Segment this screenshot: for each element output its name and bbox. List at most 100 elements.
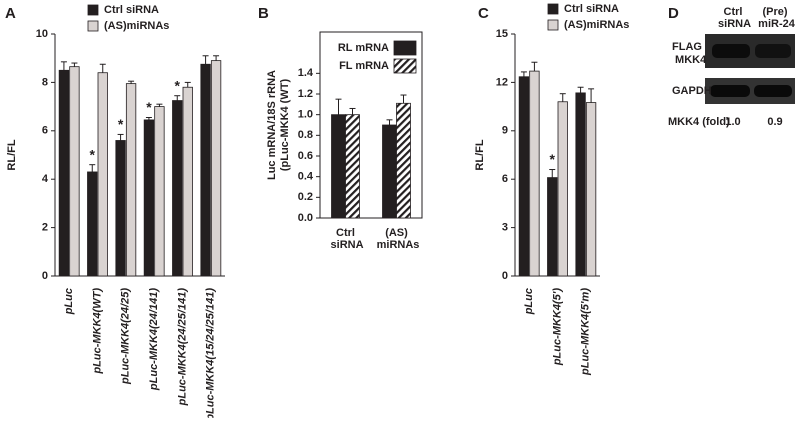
bar (182, 86, 193, 277)
bar (575, 92, 586, 277)
y-tick-label: 0 (502, 270, 508, 282)
bar (557, 101, 568, 277)
row-label: FLAG MKK4 (672, 41, 707, 66)
y-tick-label: 4 (42, 173, 49, 185)
legend-label: (AS)miRNAs (564, 19, 629, 31)
error-bar (335, 98, 342, 115)
y-tick-label: 12 (496, 76, 508, 88)
legend-swatch (547, 19, 559, 31)
bar (58, 69, 70, 277)
legend-label: FL mRNA (339, 60, 389, 72)
bar (396, 102, 411, 219)
bar (125, 83, 137, 277)
y-tick-label: 0.0 (298, 212, 313, 224)
error-bar (184, 81, 191, 88)
bar (210, 60, 222, 277)
bar (97, 72, 108, 277)
significance-marker: * (146, 99, 152, 115)
error-bar (559, 93, 566, 102)
y-tick-label: 9 (502, 125, 508, 137)
x-tick-label: pLuc-MKK4(24/25/141) (176, 288, 188, 407)
error-bar (99, 63, 106, 73)
y-axis-label: (pLuc-MKK4 (WT) (279, 79, 291, 172)
error-bar (213, 55, 220, 61)
legend-label: Ctrl siRNA (104, 4, 159, 16)
x-tick-label: pLuc (63, 288, 75, 315)
blot-band (754, 85, 792, 97)
legend-swatch (87, 4, 99, 16)
error-bar (174, 95, 181, 101)
bar (200, 63, 211, 277)
bar (172, 100, 183, 277)
error-bar (60, 61, 67, 71)
legend-label: (AS)miRNAs (104, 20, 169, 32)
lane-label: (Pre) miR-24 (755, 6, 796, 30)
significance-marker: * (90, 146, 96, 162)
y-tick-label: 2 (42, 222, 48, 234)
error-bar (400, 94, 407, 104)
y-axis-label: RL/FL (6, 139, 18, 170)
error-bar (520, 71, 527, 77)
panel-label: C (478, 5, 489, 22)
x-tick-label: pLuc-MKK4(15/24/25/141) (205, 288, 217, 418)
y-tick-label: 1.2 (298, 88, 313, 100)
error-bar (156, 103, 163, 107)
panel-label: D (668, 5, 679, 22)
bar (585, 102, 597, 277)
y-tick-label: 8 (42, 76, 48, 88)
bar (87, 171, 98, 277)
error-bar (71, 62, 78, 67)
bar (115, 140, 126, 277)
x-tick-label: pLuc-MKK4(5') (551, 288, 563, 367)
legend-label: RL mRNA (338, 42, 389, 54)
y-tick-label: 0 (42, 270, 48, 282)
y-tick-label: 0.2 (298, 191, 313, 203)
error-bar (128, 80, 135, 84)
bar (154, 106, 165, 277)
legend-swatch (393, 40, 417, 56)
plot-frame (319, 31, 423, 219)
bar (518, 76, 530, 277)
y-tick-label: 15 (496, 28, 508, 40)
panel-label: A (5, 5, 16, 22)
bar (345, 114, 360, 219)
legend-label: Ctrl siRNA (564, 3, 619, 15)
y-axis-label: Luc mRNA/18S rRNA (266, 70, 278, 180)
x-tick-label: Ctrl siRNA (327, 227, 363, 251)
significance-marker: * (118, 116, 124, 132)
x-tick-label: pLuc-MKK4(24/25) (120, 288, 132, 385)
y-tick-label: 6 (502, 173, 508, 185)
row-label: GAPDH (672, 85, 712, 97)
y-tick-label: 0.4 (298, 171, 314, 183)
bar (331, 114, 346, 219)
bar (69, 66, 80, 277)
significance-marker: * (550, 151, 556, 167)
y-tick-label: 0.6 (298, 150, 313, 162)
bar (382, 124, 397, 219)
error-bar (349, 107, 356, 115)
y-axis-label: RL/FL (474, 139, 486, 170)
x-tick-label: pLuc (523, 288, 535, 315)
error-bar (531, 61, 538, 72)
blot-band (712, 44, 750, 58)
error-bar (549, 169, 556, 178)
y-tick-label: 3 (502, 222, 508, 234)
error-bar (89, 164, 96, 172)
x-tick-label: (AS) miRNAs (374, 227, 420, 251)
error-bar (117, 133, 124, 141)
bar (547, 177, 558, 277)
y-tick-label: 1.4 (298, 67, 314, 79)
fold-value: 1.0 (725, 116, 740, 128)
legend-swatch (547, 3, 559, 15)
x-tick-label: pLuc-MKK4(5'm) (580, 288, 592, 376)
lane-label: Ctrl siRNA (715, 6, 751, 30)
blot-band (710, 85, 750, 97)
bar (529, 70, 540, 277)
x-tick-label: pLuc-MKK4(24/141) (148, 288, 160, 391)
error-bar (588, 88, 595, 103)
legend-swatch (393, 58, 417, 74)
bar (143, 119, 155, 277)
error-bar (577, 86, 584, 93)
fold-label: MKK4 (fold) (668, 116, 730, 128)
